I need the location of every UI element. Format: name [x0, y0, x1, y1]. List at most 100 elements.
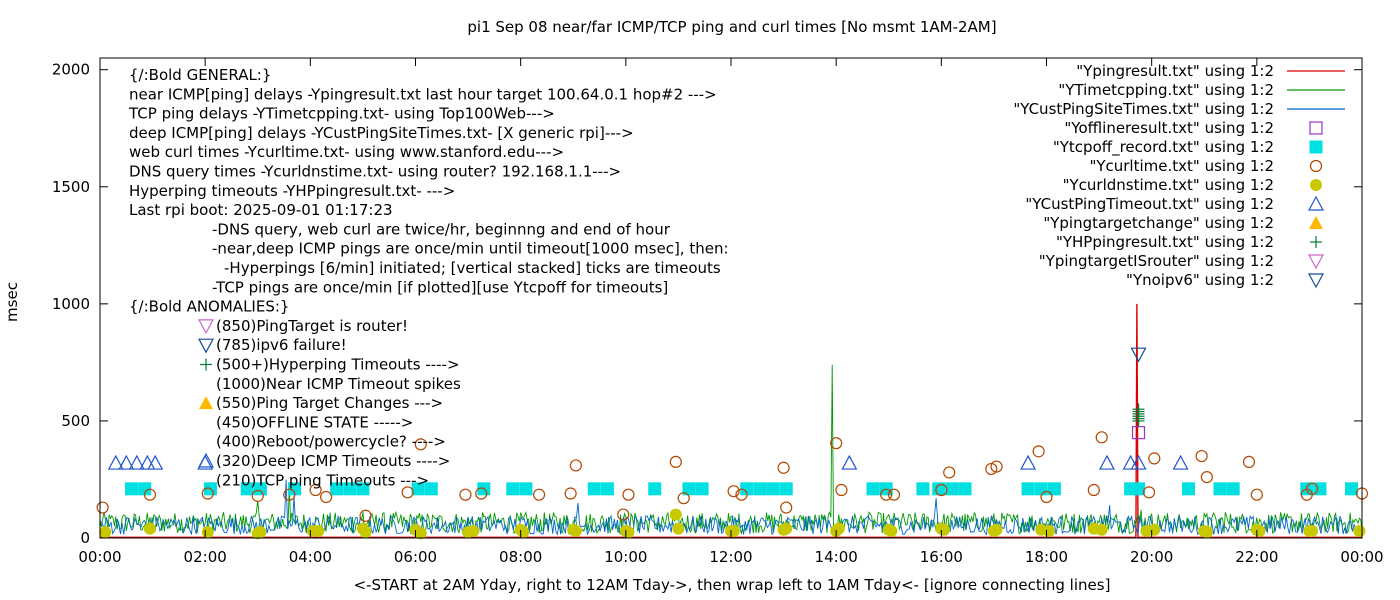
series-5-point-29 [985, 462, 998, 476]
series-4-point-12 [506, 482, 520, 496]
series-5-point-39 [1242, 455, 1256, 469]
series-9 [1132, 403, 1145, 427]
series-5-point-8 [401, 486, 414, 499]
series-4-point-36 [1226, 482, 1240, 496]
x-tick-label-7: 14:00 [815, 548, 858, 566]
annotation-marker-14 [197, 338, 215, 354]
series-5-point-15 [617, 508, 630, 521]
series-6-point-10 [414, 527, 427, 540]
series-4-point-26 [932, 482, 946, 496]
legend-label-11: "Ynoipv6" using 1:2 [1126, 271, 1274, 289]
annotation-line-8: -DNS query, web curl are twice/hr, begin… [212, 220, 671, 238]
series-6-point-20 [672, 522, 685, 535]
axes-layer: 00:00 02:00 04:00 06:00 08:00 10:00 12:00 14:00… [52, 57, 1384, 566]
series-9-point-5 [1132, 403, 1145, 416]
series-4-point-23 [866, 482, 880, 496]
legend-entry-0: "Ypingresult.txt" using 1:2 [1076, 62, 1345, 80]
series-5-point-14 [569, 459, 582, 472]
series-5-point-35 [1142, 486, 1156, 499]
series-7-point-1 [118, 454, 135, 470]
series-7-point-7 [1020, 454, 1037, 470]
series-5-point-18 [677, 492, 690, 505]
series-5-point-22 [780, 501, 793, 514]
series-4-point-1 [138, 482, 152, 496]
series-4-point-19 [740, 482, 754, 496]
series-5-point-26 [887, 488, 901, 501]
series-7-point-2 [128, 454, 145, 470]
series-6-point-38 [1148, 523, 1161, 536]
series-6-point-34 [1043, 524, 1056, 537]
series-5-point-33 [1087, 483, 1100, 497]
x-tick-label-2: 04:00 [289, 548, 332, 566]
series-6-point-12 [467, 524, 480, 537]
series-4-point-34 [1181, 482, 1195, 496]
x-tick-label-8: 16:00 [920, 548, 963, 566]
series-4-point-27 [945, 482, 959, 496]
y-tick-label-2: 1000 [52, 295, 90, 313]
series-5-point-2 [201, 487, 214, 500]
series-4-point-14 [587, 482, 601, 496]
annotation-line-6: Hyperping timeouts -YHPpingresult.txt- -… [129, 182, 455, 200]
annotation-line-14: (785)ipv6 failure! [216, 336, 347, 354]
series-4 [125, 482, 1358, 496]
legend-label-3: "Yofflineresult.txt" using 1:2 [1064, 119, 1274, 137]
legend-entry-2: "YCustPingSiteTimes.txt" using 1:2 [1013, 100, 1345, 118]
series-4-point-3 [240, 482, 254, 496]
series-4-point-10 [424, 482, 438, 496]
series-4-point-8 [356, 482, 370, 496]
series-4-point-25 [916, 482, 930, 496]
series-5-point-20 [735, 488, 748, 501]
annotation-line-3: deep ICMP[ping] delays -YCustPingSiteTim… [129, 124, 634, 142]
series-6-point-8 [359, 526, 372, 539]
legend-label-8: "Ypingtargetchange" using 1:2 [1043, 214, 1274, 232]
series-4-point-9 [411, 482, 425, 496]
x-tick-label-10: 20:00 [1130, 548, 1173, 566]
chart-title: pi1 Sep 08 near/far ICMP/TCP ping and cu… [467, 18, 996, 36]
series-5-point-25 [880, 488, 893, 501]
series-7-point-6 [841, 454, 858, 470]
annotation-marker-20 [197, 452, 215, 468]
series-5-point-31 [1032, 445, 1045, 458]
series-5-point-27 [935, 483, 948, 497]
legend-label-9: "YHPpingresult.txt" using 1:2 [1056, 233, 1274, 251]
series-4-point-28 [958, 482, 972, 496]
series-5-point-4 [283, 488, 296, 501]
x-tick-label-4: 08:00 [499, 548, 542, 566]
series-4-point-31 [1047, 482, 1061, 496]
y-tick-label-1: 500 [61, 412, 90, 430]
annotation-line-0: {/:Bold GENERAL:} [129, 66, 271, 84]
series-5-point-37 [1195, 449, 1208, 463]
series-5-point-23 [830, 437, 843, 450]
series-4-point-5 [288, 482, 302, 496]
series-4-point-39 [1344, 482, 1358, 496]
annotation-line-10: -Hyperpings [6/min] initiated; [vertical… [224, 259, 721, 277]
series-4-point-35 [1213, 482, 1227, 496]
annotation-line-18: (450)OFFLINE STATE -----> [216, 413, 413, 431]
annotation-line-20: (320)Deep ICMP Timeouts ----> [216, 452, 450, 470]
x-tick-label-3: 06:00 [394, 548, 437, 566]
series-7-point-3 [139, 454, 156, 470]
series-5-point-16 [622, 488, 635, 501]
series-11-point-0 [1130, 347, 1147, 363]
series-5-point-34 [1095, 431, 1108, 444]
x-tick-label-6: 12:00 [709, 548, 752, 566]
series-4-point-18 [695, 482, 709, 496]
series-5-point-21 [777, 461, 790, 474]
series-5-point-19 [727, 485, 740, 498]
y-tick-label-3: 1500 [52, 178, 90, 196]
annotation-line-9: -near,deep ICMP pings are once/min until… [212, 240, 729, 258]
annotation-line-5: DNS query times -Ycurldnstime.txt- using… [129, 163, 621, 181]
legend-entry-9: "YHPpingresult.txt" using 1:2 [1056, 233, 1322, 251]
series-6-point-18 [622, 526, 635, 539]
legend-entry-10: "YpingtargetISrouter" using 1:2 [1039, 252, 1325, 270]
series-5-point-28 [943, 466, 956, 479]
series-4-point-15 [600, 482, 614, 496]
series-6-point-30 [937, 523, 950, 536]
series-4-point-20 [753, 482, 767, 496]
series-4-point-29 [1021, 482, 1035, 496]
series-6-point-45 [1353, 524, 1366, 537]
series-7-point-0 [107, 454, 124, 470]
x-tick-label-5: 10:00 [604, 548, 647, 566]
series-5-point-40 [1250, 488, 1263, 501]
series-5-point-5 [309, 483, 322, 497]
